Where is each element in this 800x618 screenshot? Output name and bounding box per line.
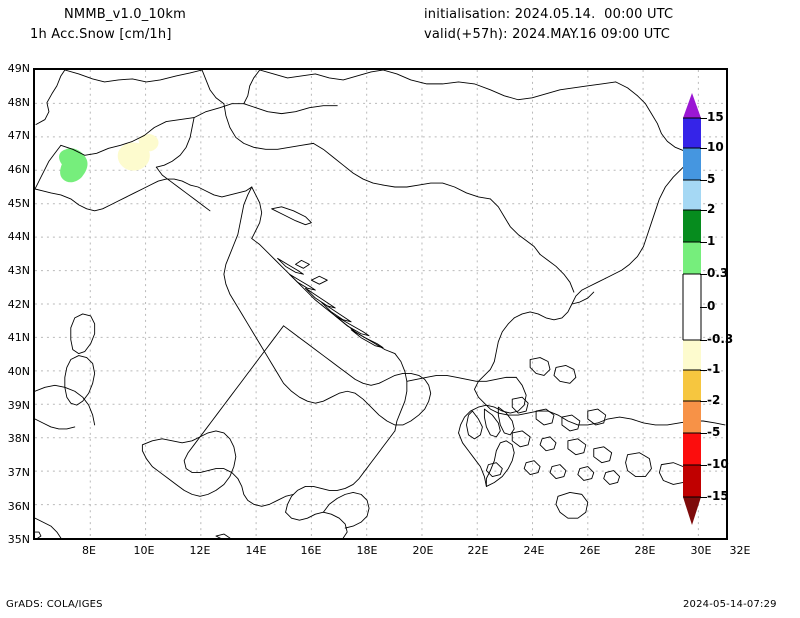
snow-trace-eastern-alps <box>117 142 150 171</box>
colorbar-band-5-10 <box>683 148 701 180</box>
lon-tick-20E: 20E <box>412 544 434 557</box>
colorbar-label-03: 0.3 <box>707 266 729 280</box>
colorbar-tick-1 <box>700 242 707 243</box>
lat-tick-40N: 40N <box>7 365 30 378</box>
colorbar-band-n5-n2 <box>683 433 701 465</box>
lon-tick-8E: 8E <box>82 544 96 557</box>
lat-tick-44N: 44N <box>7 230 30 243</box>
lon-tick-26E: 26E <box>579 544 601 557</box>
colorbar-tick-n5 <box>700 433 707 434</box>
lon-tick-24E: 24E <box>523 544 545 557</box>
lat-tick-41N: 41N <box>7 331 30 344</box>
colorbar-label-10: 10 <box>707 140 724 154</box>
colorbar-label-n1: -1 <box>707 362 721 376</box>
lat-tick-47N: 47N <box>7 129 30 142</box>
lon-tick-16E: 16E <box>300 544 322 557</box>
lon-tick-10E: 10E <box>133 544 155 557</box>
colorbar-label-0: 0 <box>707 299 716 313</box>
grads-credit: GrADS: COLA/IGES <box>6 599 103 610</box>
render-timestamp: 2024-05-14-07:29 <box>683 599 777 610</box>
snow-data-overlay <box>59 134 159 183</box>
lat-tick-39N: 39N <box>7 399 30 412</box>
model-title: NMMB_v1.0_10km <box>64 7 186 22</box>
colorbar-band-2-5 <box>683 180 701 210</box>
colorbar-tick-n15 <box>700 497 707 498</box>
map-plot-frame <box>33 68 728 540</box>
colorbar-band-n10-n5 <box>683 465 701 497</box>
colorbar-tick-2 <box>700 210 707 211</box>
colorbar-band-1-2 <box>683 210 701 242</box>
colorbar-label-5: 5 <box>707 172 716 186</box>
colorbar-swatches <box>682 93 702 525</box>
colorbar-band-03-1 <box>683 242 701 274</box>
snow-trace-eastern-alps-2 <box>138 134 159 152</box>
colorbar-cap-bottom <box>683 497 701 525</box>
colorbar-tick-5 <box>700 180 707 181</box>
lat-tick-38N: 38N <box>7 432 30 445</box>
colorbar-label-1: 1 <box>707 234 716 248</box>
lon-tick-14E: 14E <box>245 544 267 557</box>
field-title: 1h Acc.Snow [cm/1h] <box>30 27 172 42</box>
lon-tick-12E: 12E <box>189 544 211 557</box>
lat-tick-35N: 35N <box>7 533 30 546</box>
colorbar-band-n2-n1 <box>683 401 701 433</box>
lat-tick-48N: 48N <box>7 96 30 109</box>
lat-tick-36N: 36N <box>7 500 30 513</box>
colorbar-tick-0 <box>700 307 707 308</box>
colorbar-tick-10 <box>700 148 707 149</box>
lon-tick-30E: 30E <box>690 544 712 557</box>
colorbar-label-n03: -0.3 <box>707 332 734 346</box>
lat-tick-45N: 45N <box>7 197 30 210</box>
lat-tick-43N: 43N <box>7 264 30 277</box>
geography-lines <box>35 70 726 538</box>
colorbar-label-15: 15 <box>707 110 724 124</box>
snow-patch-western-alps <box>59 148 88 183</box>
colorbar-label-n15: -15 <box>707 489 729 503</box>
colorbar-label-n5: -5 <box>707 425 721 439</box>
lon-tick-32E: 32E <box>729 544 751 557</box>
colorbar-band-0-03 <box>683 274 701 304</box>
colorbar-band-zero <box>683 304 701 340</box>
colorbar-band-10-15 <box>683 118 701 148</box>
colorbar-tick-15 <box>700 118 707 119</box>
lon-tick-22E: 22E <box>467 544 489 557</box>
colorbar-tick-n03 <box>700 340 707 341</box>
colorbar-label-n10: -10 <box>707 457 729 471</box>
lat-tick-49N: 49N <box>7 62 30 75</box>
colorbar-label-n2: -2 <box>707 393 721 407</box>
colorbar-tick-03 <box>700 274 707 275</box>
colorbar-band-n1-n03 <box>683 370 701 401</box>
colorbar-label-2: 2 <box>707 202 716 216</box>
lat-tick-37N: 37N <box>7 466 30 479</box>
colorbar-tick-n1 <box>700 370 707 371</box>
colorbar-tick-n10 <box>700 465 707 466</box>
initialisation-time: initialisation: 2024.05.14. 00:00 UTC <box>424 7 674 22</box>
lat-tick-46N: 46N <box>7 163 30 176</box>
lon-tick-18E: 18E <box>356 544 378 557</box>
lat-tick-42N: 42N <box>7 298 30 311</box>
map-canvas <box>35 70 726 538</box>
valid-time: valid(+57h): 2024.MAY.16 09:00 UTC <box>424 27 671 42</box>
colorbar-legend: 15 10 5 2 1 0.3 0 -0.3 -1 -2 -5 -10 -15 <box>681 88 733 530</box>
colorbar-tick-n2 <box>700 401 707 402</box>
colorbar-band-n03-0 <box>683 340 701 370</box>
colorbar-cap-top <box>683 93 701 118</box>
lon-tick-28E: 28E <box>634 544 656 557</box>
